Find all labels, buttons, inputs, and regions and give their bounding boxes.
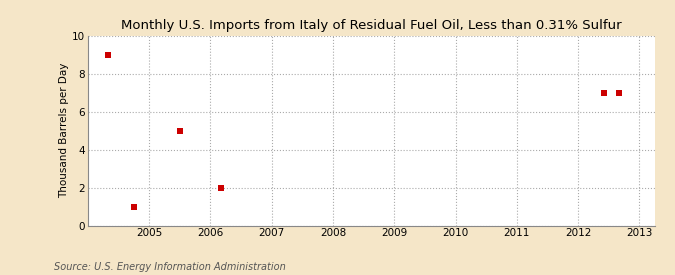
Point [599, 90, 610, 95]
Point [174, 128, 185, 133]
Point [215, 185, 226, 190]
Text: Source: U.S. Energy Information Administration: Source: U.S. Energy Information Administ… [54, 262, 286, 271]
Title: Monthly U.S. Imports from Italy of Residual Fuel Oil, Less than 0.31% Sulfur: Monthly U.S. Imports from Italy of Resid… [121, 19, 622, 32]
Point [614, 90, 624, 95]
Y-axis label: Thousand Barrels per Day: Thousand Barrels per Day [59, 63, 69, 198]
Point [128, 204, 139, 209]
Point [103, 53, 113, 57]
